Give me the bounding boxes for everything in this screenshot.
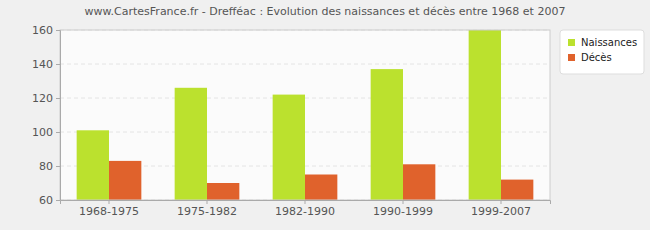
y-tick-mark bbox=[56, 64, 60, 65]
plot: 60 80 100 120 140 160 1968-1975 1975-1982 1982-1… bbox=[32, 24, 551, 218]
x-tick-mark bbox=[403, 200, 404, 204]
x-tick: 1982-1990 bbox=[275, 200, 335, 218]
x-axis-line bbox=[61, 201, 551, 205]
x-tick-label: 1982-1990 bbox=[275, 205, 335, 218]
y-tick: 80 bbox=[39, 160, 60, 173]
y-tick-mark bbox=[56, 98, 60, 99]
y-tick-label: 100 bbox=[32, 126, 53, 139]
y-axis: 60 80 100 120 140 160 bbox=[32, 24, 61, 207]
x-axis: 1968-1975 1975-1982 1982-1990 1990-1999 1999… bbox=[61, 200, 551, 218]
x-tick: 1968-1975 bbox=[79, 200, 139, 218]
plot-frame bbox=[60, 30, 550, 200]
grid bbox=[60, 30, 550, 200]
chart: www.CartesFrance.fr - Drefféac : Evoluti… bbox=[0, 0, 650, 230]
y-tick-label: 60 bbox=[39, 194, 53, 207]
x-tick: 1999-2007 bbox=[471, 200, 531, 218]
bar bbox=[305, 175, 337, 201]
y-tick: 160 bbox=[32, 24, 60, 37]
x-tick-mark bbox=[109, 200, 110, 204]
bars bbox=[77, 30, 534, 200]
legend-label: Naissances bbox=[581, 37, 637, 48]
y-tick: 120 bbox=[32, 92, 60, 105]
legend-item: Décès bbox=[568, 52, 612, 63]
y-tick-label: 120 bbox=[32, 92, 53, 105]
background bbox=[0, 0, 650, 230]
bar bbox=[501, 180, 533, 200]
x-tick-label: 1968-1975 bbox=[79, 205, 139, 218]
x-tick: 1975-1982 bbox=[177, 200, 237, 218]
legend-label: Décès bbox=[581, 52, 612, 63]
bar bbox=[371, 69, 403, 200]
y-axis-line bbox=[56, 31, 61, 201]
y-tick-label: 140 bbox=[32, 58, 53, 71]
y-tick: 100 bbox=[32, 126, 60, 139]
x-tick: 1990-1999 bbox=[373, 200, 433, 218]
bar bbox=[207, 183, 239, 200]
y-tick-label: 160 bbox=[32, 24, 53, 37]
y-tick-mark bbox=[56, 166, 60, 167]
legend-item: Naissances bbox=[568, 37, 637, 48]
bar bbox=[77, 130, 109, 200]
legend-box bbox=[560, 30, 644, 74]
title: www.CartesFrance.fr - Drefféac : Evoluti… bbox=[85, 5, 566, 18]
y-tick-label: 80 bbox=[39, 160, 53, 173]
bar bbox=[273, 95, 305, 200]
bar bbox=[469, 30, 501, 200]
y-tick-mark bbox=[56, 200, 60, 201]
x-tick-mark bbox=[501, 200, 502, 204]
x-tick-label: 1990-1999 bbox=[373, 205, 433, 218]
bar bbox=[109, 161, 141, 200]
legend-swatch bbox=[568, 39, 575, 46]
y-tick: 60 bbox=[39, 194, 60, 207]
y-tick-mark bbox=[56, 30, 60, 31]
plot-area bbox=[60, 30, 550, 200]
x-tick-label: 1999-2007 bbox=[471, 205, 531, 218]
x-tick-mark bbox=[207, 200, 208, 204]
x-tick-mark bbox=[305, 200, 306, 204]
x-tick-label: 1975-1982 bbox=[177, 205, 237, 218]
y-tick-mark bbox=[56, 132, 60, 133]
bar bbox=[175, 88, 207, 200]
legend-swatch bbox=[568, 54, 575, 61]
y-tick: 140 bbox=[32, 58, 60, 71]
legend: Naissances Décès bbox=[560, 30, 644, 74]
bar bbox=[403, 164, 435, 200]
